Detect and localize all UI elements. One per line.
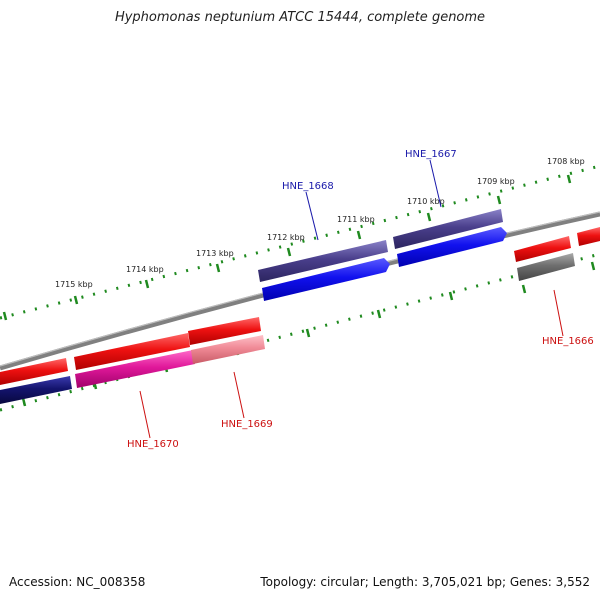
leader-lines bbox=[139, 159, 564, 439]
gene-left-red-2[interactable] bbox=[74, 333, 190, 370]
gene-left-navy[interactable] bbox=[0, 376, 72, 404]
gene-right-red-1[interactable] bbox=[514, 236, 571, 262]
gene-hne-1667-outer[interactable] bbox=[393, 209, 503, 249]
gene-label-hne-1668[interactable]: HNE_1668 bbox=[282, 181, 334, 192]
genome-title: Hyphomonas neptunium ATCC 15444, complet… bbox=[114, 10, 486, 25]
leader-hne-1667 bbox=[429, 159, 442, 208]
gene-hne-1670[interactable] bbox=[75, 350, 195, 388]
inner-tick-track bbox=[0, 252, 600, 412]
gene-left-red-3[interactable] bbox=[188, 317, 261, 345]
scale-label-1711: 1711 kbp bbox=[337, 215, 375, 224]
gene-right-red-2[interactable] bbox=[577, 227, 600, 246]
leader-hne-1668 bbox=[305, 191, 319, 241]
scale-label-1715: 1715 kbp bbox=[55, 280, 93, 289]
gene-hne-1666[interactable] bbox=[517, 253, 575, 281]
gene-hne-1669[interactable] bbox=[191, 335, 265, 364]
scale-label-1708: 1708 kbp bbox=[547, 157, 585, 166]
gene-label-hne-1669[interactable]: HNE_1669 bbox=[221, 419, 273, 430]
scale-label-1712: 1712 kbp bbox=[267, 233, 305, 242]
accession-text: Accession: NC_008358 bbox=[9, 575, 146, 589]
gene-hne-1668-inner[interactable] bbox=[262, 258, 390, 301]
outer-major-ticks bbox=[2, 174, 572, 321]
leader-hne-1670 bbox=[139, 390, 151, 439]
scale-label-1709: 1709 kbp bbox=[477, 177, 515, 186]
scale-label-1713: 1713 kbp bbox=[196, 249, 234, 258]
gene-label-hne-1667[interactable]: HNE_1667 bbox=[405, 149, 457, 160]
gene-hne-1667-inner[interactable] bbox=[397, 227, 507, 267]
scale-label-1710: 1710 kbp bbox=[407, 197, 445, 206]
leader-hne-1666 bbox=[553, 289, 564, 337]
gene-label-hne-1666[interactable]: HNE_1666 bbox=[542, 336, 594, 347]
gene-hne-1668-outer[interactable] bbox=[258, 240, 388, 282]
scale-label-1714: 1714 kbp bbox=[126, 265, 164, 274]
genome-summary-text: Topology: circular; Length: 3,705,021 bp… bbox=[260, 575, 590, 589]
gene-left-red-1[interactable] bbox=[0, 358, 68, 385]
leader-hne-1669 bbox=[233, 371, 245, 419]
gene-label-hne-1670[interactable]: HNE_1670 bbox=[127, 439, 179, 450]
